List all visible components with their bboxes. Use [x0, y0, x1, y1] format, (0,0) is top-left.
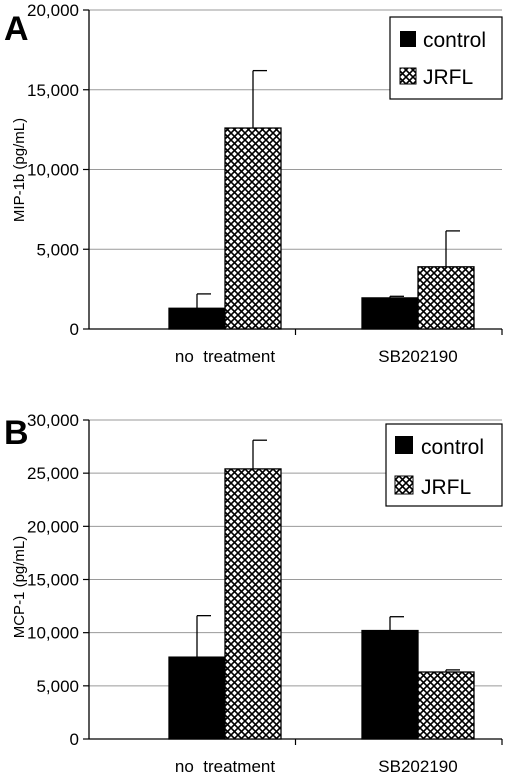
grid-a [88, 9, 503, 335]
panel-label-b: B [4, 414, 29, 452]
category-label-b: no treatment [175, 757, 275, 776]
legend-a: control JRFL [389, 16, 503, 100]
legend-swatch-jrfl-b [394, 475, 414, 495]
category-label-a: no treatment [175, 347, 275, 366]
bar-control-b [168, 656, 226, 740]
panel-b: B MCP-1 (pg/mL) 0 5,000 10,000 15,000 20,000… [4, 411, 503, 776]
y-tick-label-a: 15,000 [27, 81, 79, 100]
bar-jrfl-b [417, 671, 475, 740]
bar-control-b [361, 629, 419, 740]
x-ticks-a: no treatment SB202190 [175, 347, 458, 366]
x-ticks-b: no treatment SB202190 [175, 757, 458, 776]
y-ticks-b: 0 5,000 10,000 15,000 20,000 25,000 30,000 [27, 411, 89, 749]
bar-control-a [168, 307, 226, 330]
y-tick-label-b: 0 [70, 730, 79, 749]
y-tick-label-a: 10,000 [27, 161, 79, 180]
bar-jrfl-a [224, 127, 282, 330]
legend-swatch-jrfl-a [399, 67, 417, 85]
bar-jrfl-b [224, 468, 282, 740]
y-tick-label-b: 15,000 [27, 571, 79, 590]
legend-box-a [389, 16, 503, 100]
panel-a: A MIP-1b (pg/mL) 0 5,000 10,000 15,000 20,00… [4, 1, 503, 366]
category-label-b: SB202190 [378, 757, 457, 776]
y-axis-label-a: MIP-1b (pg/mL) [11, 118, 28, 222]
y-tick-label-a: 0 [70, 320, 79, 339]
bars-b [168, 439, 475, 740]
y-tick-label-a: 20,000 [27, 1, 79, 20]
y-tick-label-b: 30,000 [27, 411, 79, 430]
legend-b: control JRFL [385, 423, 503, 507]
y-tick-label-b: 5,000 [36, 677, 79, 696]
legend-label-control-a: control [423, 29, 486, 52]
legend-label-jrfl-b: JRFL [421, 476, 471, 499]
y-tick-label-b: 10,000 [27, 624, 79, 643]
legend-label-jrfl-a: JRFL [423, 66, 473, 89]
panel-label-a: A [4, 10, 29, 48]
y-tick-label-b: 25,000 [27, 464, 79, 483]
legend-swatch-control-a [400, 31, 416, 47]
y-axis-label-b: MCP-1 (pg/mL) [11, 536, 28, 639]
legend-swatch-control-b [395, 436, 413, 454]
bar-jrfl-a [417, 266, 475, 330]
bar-control-a [361, 297, 419, 330]
category-label-a: SB202190 [378, 347, 457, 366]
legend-label-control-b: control [421, 436, 484, 459]
y-tick-label-a: 5,000 [36, 240, 79, 259]
y-ticks-a: 0 5,000 10,000 15,000 20,000 [27, 1, 89, 339]
y-tick-label-b: 20,000 [27, 517, 79, 536]
bars-a [168, 69, 475, 330]
